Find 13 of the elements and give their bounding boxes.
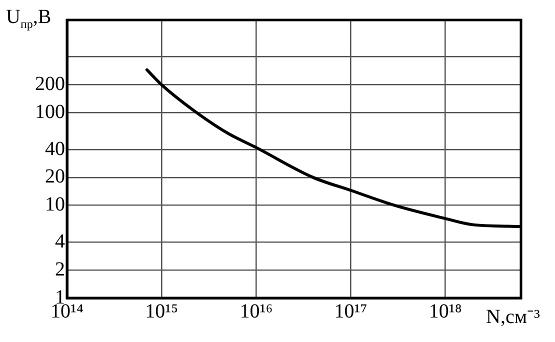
y-tick-label: 20 (45, 166, 65, 188)
x-axis-title: N,см⁻³ (486, 305, 540, 329)
y-tick-label: 4 (55, 230, 65, 252)
x-tick-label: 10¹⁷ (334, 300, 368, 322)
y-tick-label: 200 (35, 73, 65, 96)
x-tick-label: 10¹⁵ (145, 300, 178, 322)
y-tick-label: 100 (35, 100, 65, 123)
x-tick-label: 10¹⁶ (240, 300, 273, 322)
y-tick-label: 40 (45, 138, 65, 160)
y-tick-label: 2 (55, 258, 65, 280)
x-tick-label: 10¹⁸ (428, 300, 462, 322)
y-axis-title: U$_{пр}$,В (6, 6, 52, 32)
y-tick-label: 10 (45, 194, 65, 216)
